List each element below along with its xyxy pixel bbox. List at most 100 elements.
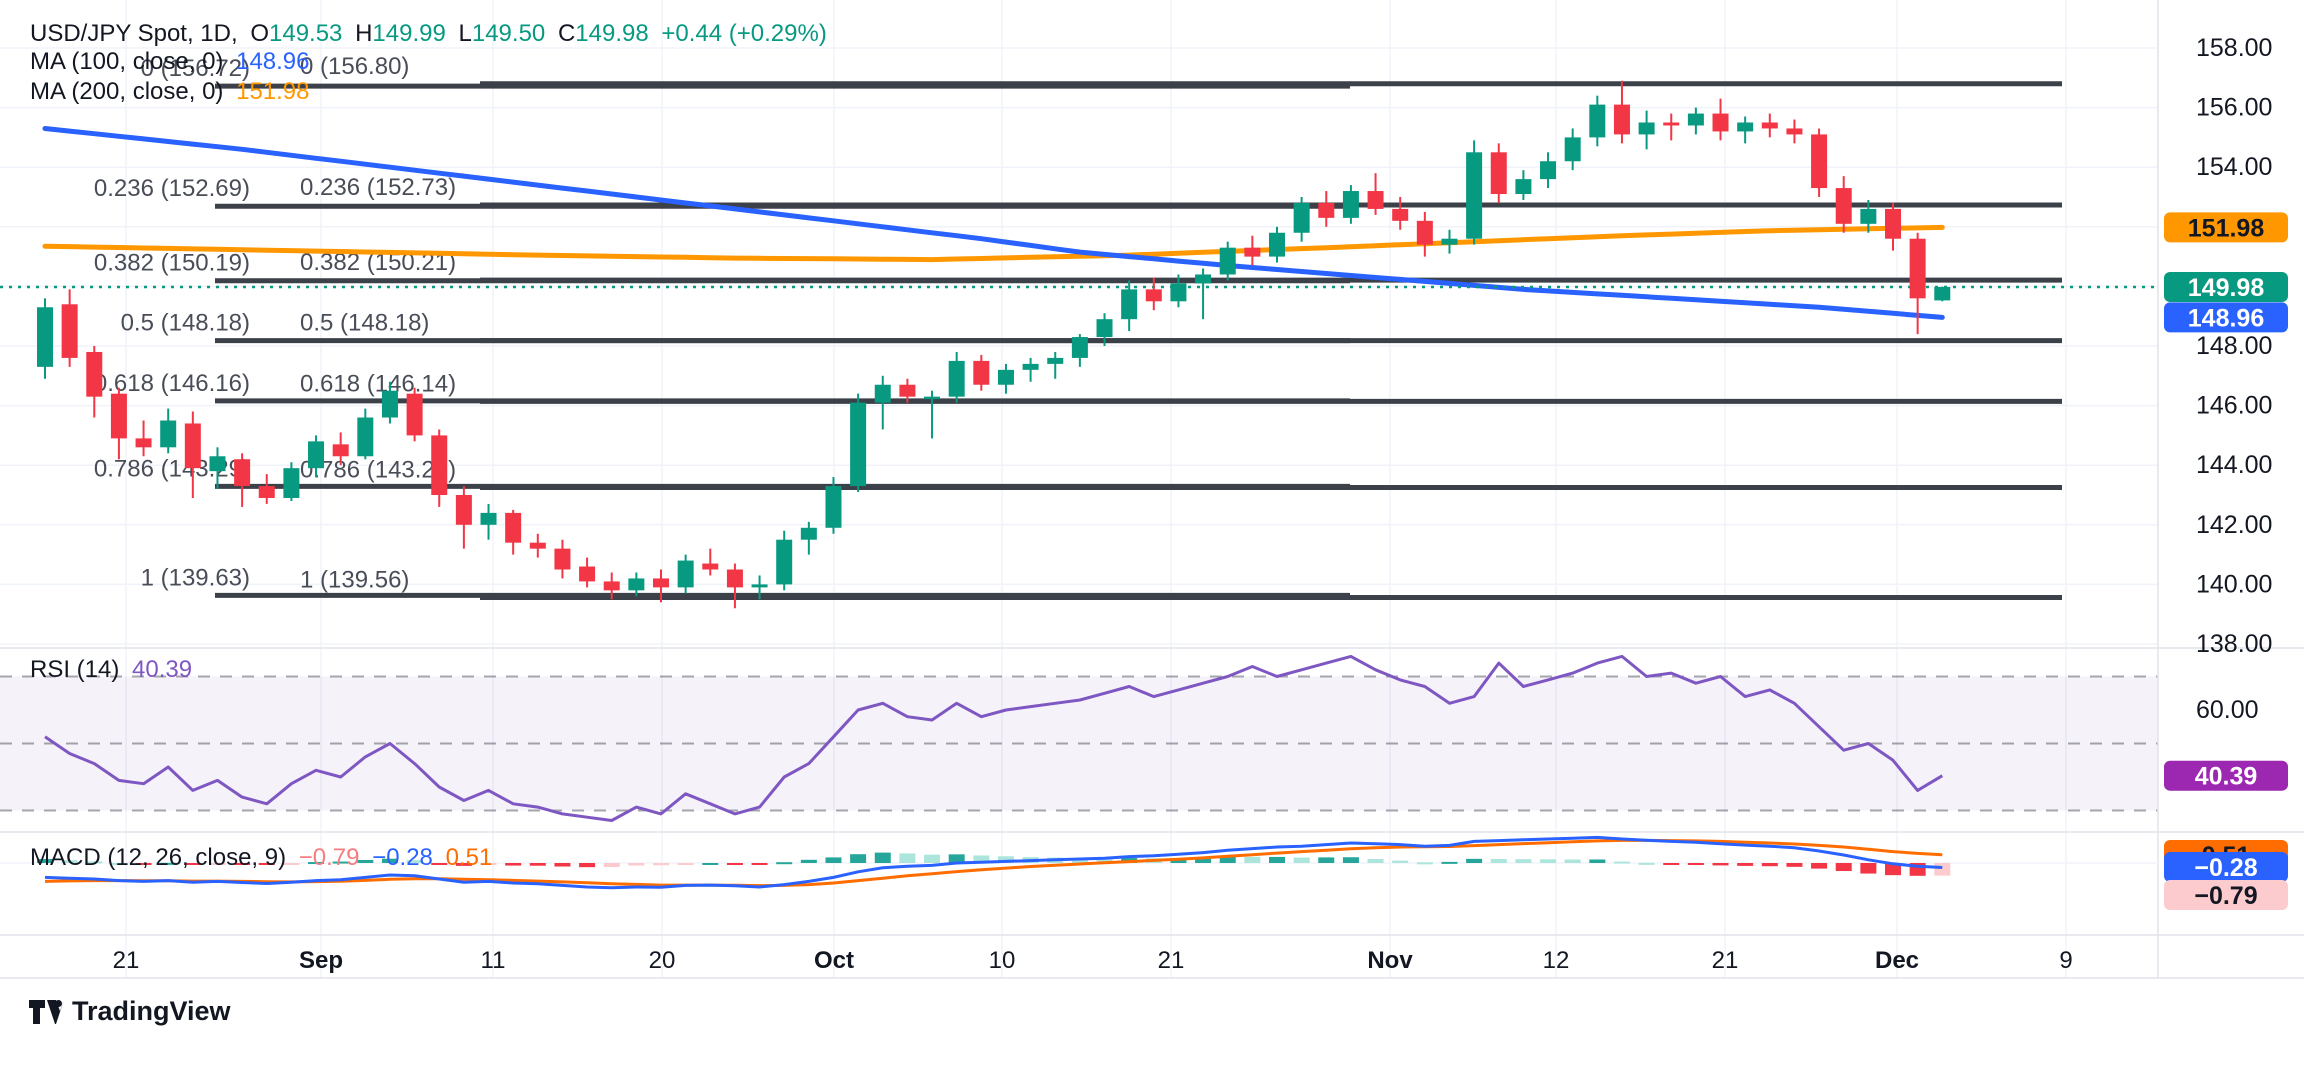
candle: [209, 456, 226, 472]
rsi-value: 40.39: [132, 656, 193, 683]
ma200-line[interactable]: [42, 224, 1945, 263]
candle: [1909, 238, 1926, 299]
tradingview-logo-text: TradingView: [72, 996, 231, 1026]
candle: [850, 402, 867, 487]
macd-line-value: −0.28: [372, 844, 433, 871]
fib-level-label: 0.5 (148.18): [121, 310, 250, 337]
ma100-value: 148.96: [236, 48, 310, 75]
macd-main-line[interactable]: [44, 835, 1943, 890]
fib-level-label: 0.5 (148.18): [300, 310, 429, 337]
fib-level-label: 0.236 (152.69): [94, 175, 250, 202]
candle: [554, 548, 571, 570]
svg-text:40.39: 40.39: [2195, 763, 2258, 791]
candle: [86, 351, 103, 397]
close-value: 149.98: [575, 20, 649, 47]
candle: [997, 369, 1014, 385]
ma100-label: MA (100, close, 0): [30, 48, 224, 75]
candle: [357, 417, 374, 457]
candle: [258, 486, 275, 498]
candle: [1244, 247, 1261, 257]
time-axis[interactable]: 21 Sep 11 20 Oct 10 21 Nov 12 21 Dec 9: [113, 947, 2073, 974]
fib-level-label: 1 (139.63): [141, 564, 250, 591]
time-axis-label: 12: [1543, 947, 1570, 974]
time-axis-label: 9: [2059, 947, 2072, 974]
symbol-legend[interactable]: USD/JPY Spot, 1D, O149.53 H149.99 L149.5…: [30, 20, 833, 48]
high-value: 149.99: [372, 20, 446, 47]
rsi-legend[interactable]: RSI (14) 40.39: [30, 656, 198, 684]
candle: [1761, 122, 1778, 129]
fib-level-label: 0.786 (143.29): [94, 455, 250, 482]
candle: [1466, 152, 1483, 239]
candle: [1613, 104, 1630, 135]
price-axis-label: 138.00: [2196, 630, 2272, 658]
candle: [1564, 137, 1581, 162]
fib-level-label: 0 (156.72): [141, 55, 250, 82]
candle: [505, 512, 522, 543]
svg-text:149.98: 149.98: [2188, 274, 2265, 302]
price-axis[interactable]: 158.00156.00154.00152.00150.00148.00146.…: [2196, 34, 2272, 724]
time-axis-label: 21: [113, 947, 140, 974]
price-axis-label: 156.00: [2196, 94, 2272, 122]
price-axis-label: 146.00: [2196, 392, 2272, 420]
time-axis-label: 21: [1158, 947, 1185, 974]
high-label: H: [355, 20, 373, 47]
candle: [406, 393, 423, 436]
candle: [825, 486, 842, 528]
price-axis-label: 140.00: [2196, 570, 2272, 598]
change-value: +0.44 (+0.29%): [661, 20, 827, 47]
candle: [1096, 319, 1113, 338]
ma200-legend[interactable]: MA (200, close, 0) 151.98: [30, 78, 316, 106]
candle: [1441, 238, 1458, 245]
fib-retracement-1[interactable]: 0 (156.72) 0.236 (152.69) 0.382 (150.19) 0.…: [94, 55, 1350, 598]
candle: [1687, 113, 1704, 126]
candle: [1589, 104, 1606, 138]
candle: [308, 441, 325, 469]
price-badge-149.98: 149.98: [2164, 271, 2288, 302]
fib-retracement-2[interactable]: 0 (156.80)0.236 (152.73)0.382 (150.21)0.…: [300, 53, 2062, 601]
candle: [1170, 283, 1187, 302]
tradingview-logo-icon: [29, 999, 64, 1024]
rsi-line[interactable]: [44, 654, 1944, 822]
candle: [431, 435, 448, 495]
candle: [874, 384, 891, 403]
rsi-label: RSI (14): [30, 656, 120, 683]
candle: [948, 360, 965, 397]
low-value: 149.50: [471, 20, 546, 47]
open-label: O: [250, 20, 269, 47]
candle: [37, 307, 53, 367]
candle: [1638, 122, 1655, 135]
candle: [653, 578, 669, 588]
macd-signal-value: 0.51: [445, 844, 493, 871]
candle: [1022, 363, 1039, 370]
candle: [1811, 134, 1828, 189]
svg-text:−0.28: −0.28: [2194, 854, 2257, 882]
candle: [1885, 208, 1901, 239]
tradingview-logo[interactable]: TradingView: [28, 996, 231, 1027]
price-badge-148.96: 148.96: [2164, 302, 2288, 333]
candle: [677, 560, 694, 588]
time-axis-label: Oct: [814, 947, 854, 974]
candle: [776, 539, 793, 585]
candle: [1367, 191, 1384, 209]
ma200-label: MA (200, close, 0): [30, 78, 224, 105]
price-axis-label: 142.00: [2196, 511, 2272, 539]
fib-level-label: 0.786 (143.25): [300, 457, 456, 484]
time-axis-label: 10: [989, 947, 1016, 974]
macd-legend[interactable]: MACD (12, 26, close, 9) −0.79 −0.28 0.51: [30, 844, 498, 872]
macd-badge-−0.79: −0.79: [2164, 880, 2288, 910]
price-axis-label: 154.00: [2196, 153, 2272, 181]
low-label: L: [458, 20, 472, 47]
macd-label: MACD (12, 26, close, 9): [30, 844, 287, 871]
candle: [1860, 208, 1877, 224]
fib-level-label: 0.618 (146.16): [94, 370, 250, 397]
ma100-line[interactable]: [42, 126, 1945, 320]
price-axis-label: 158.00: [2196, 34, 2272, 62]
candle: [603, 581, 620, 591]
candlestick-series[interactable]: [37, 80, 1951, 609]
candle: [899, 384, 916, 397]
candle: [283, 468, 300, 498]
candle: [1145, 289, 1162, 302]
ma100-legend[interactable]: MA (100, close, 0) 148.96: [30, 48, 316, 76]
